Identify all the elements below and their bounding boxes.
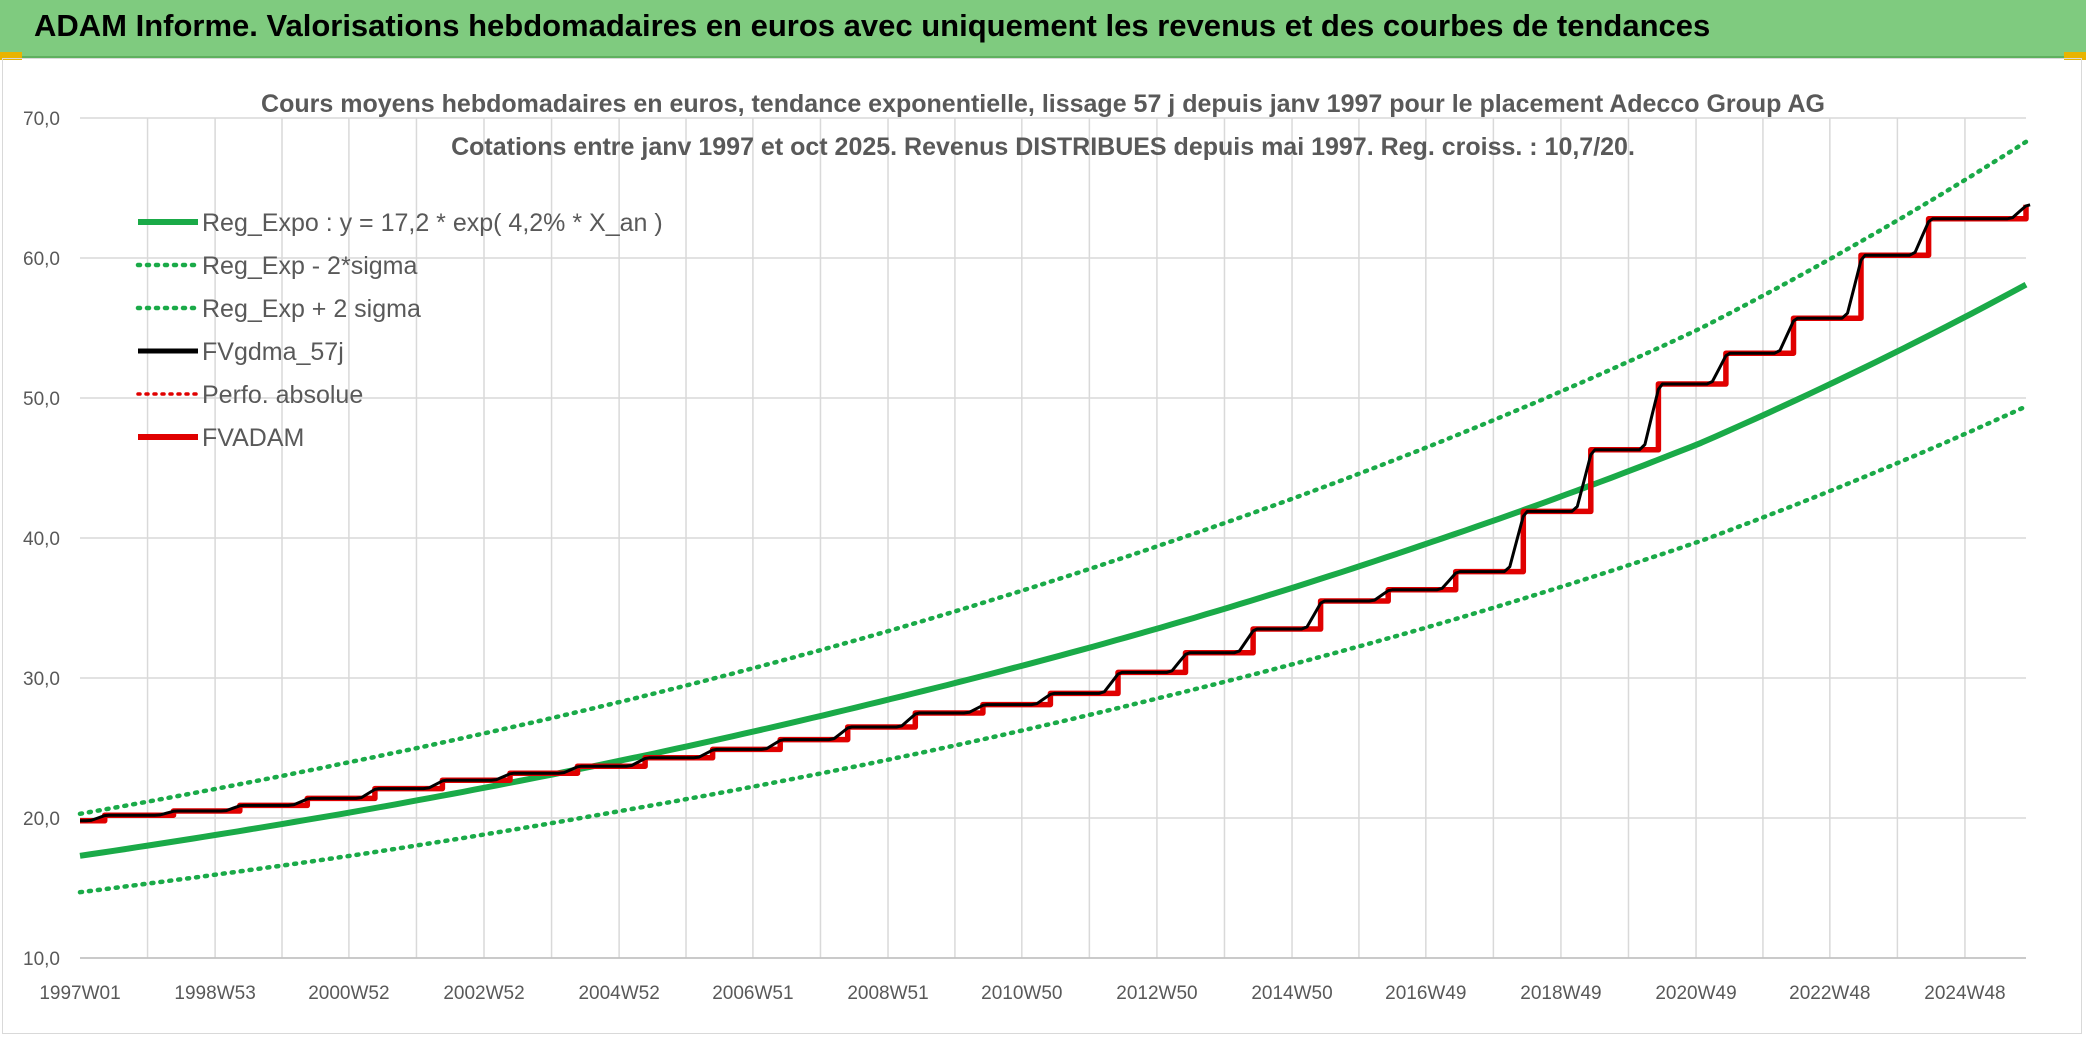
upper-band-line — [77, 139, 2029, 817]
corner-mark-right — [2064, 52, 2086, 60]
x-tick-label: 2008W51 — [847, 983, 928, 1004]
x-tick-label: 2022W48 — [1789, 983, 1870, 1004]
legend-label: FVADAM — [202, 424, 304, 452]
x-tick-label: 2014W50 — [1251, 983, 1332, 1004]
x-axis-tick-labels: 1997W01 1998W53 2000W52 2002W52 2004W52 2006W… — [39, 983, 2005, 1004]
x-tick-label: 1997W01 — [39, 983, 120, 1004]
y-axis-tick-labels: 10,0 20,0 30,0 40,0 50,0 60,0 70,0 — [23, 109, 60, 970]
x-tick-label: 2002W52 — [443, 983, 524, 1004]
y-tick-label: 60,0 — [23, 249, 60, 270]
chart-subtitle: Cotations entre janv 1997 et oct 2025. R… — [451, 133, 1635, 161]
x-tick-label: 2010W50 — [981, 983, 1062, 1004]
legend-label: Reg_Exp + 2 sigma — [202, 295, 421, 323]
lower-band-line — [77, 404, 2029, 895]
x-tick-label: 2018W49 — [1520, 983, 1601, 1004]
x-tick-label: 2016W49 — [1385, 983, 1466, 1004]
horizontal-gridlines — [80, 117, 2026, 959]
x-tick-label: 2004W52 — [578, 983, 659, 1004]
report-title: ADAM Informe. Valorisations hebdomadaire… — [34, 8, 1711, 43]
y-tick-label: 50,0 — [23, 389, 60, 410]
series-layer — [77, 139, 2031, 895]
y-tick-label: 20,0 — [23, 809, 60, 830]
x-tick-label: 2006W51 — [712, 983, 793, 1004]
fvgdma-57j-line — [80, 203, 2031, 823]
x-tick-label: 2024W48 — [1924, 983, 2005, 1004]
legend-label: Reg_Exp - 2*sigma — [202, 252, 417, 280]
y-tick-label: 40,0 — [23, 529, 60, 550]
chart-legend: Reg_Expo : y = 17,2 * exp( 4,2% * X_an )… — [135, 209, 663, 452]
x-tick-label: 2000W52 — [308, 983, 389, 1004]
header-bar: ADAM Informe. Valorisations hebdomadaire… — [0, 0, 2086, 58]
legend-label: FVgdma_57j — [202, 338, 344, 366]
x-tick-label: 1998W53 — [174, 983, 255, 1004]
y-tick-label: 10,0 — [23, 949, 60, 970]
chart-title: Cours moyens hebdomadaires en euros, ten… — [261, 90, 1825, 118]
x-tick-label: 2012W50 — [1116, 983, 1197, 1004]
chart-frame — [2, 58, 2082, 1034]
y-tick-label: 70,0 — [23, 109, 60, 130]
reg-expo-trend-line — [79, 281, 2028, 859]
x-tick-label: 2020W49 — [1655, 983, 1736, 1004]
corner-mark-left — [0, 52, 22, 60]
legend-label: Perfo. absolue — [202, 381, 363, 409]
legend-label: Reg_Expo : y = 17,2 * exp( 4,2% * X_an ) — [202, 209, 663, 237]
y-tick-label: 30,0 — [23, 669, 60, 690]
